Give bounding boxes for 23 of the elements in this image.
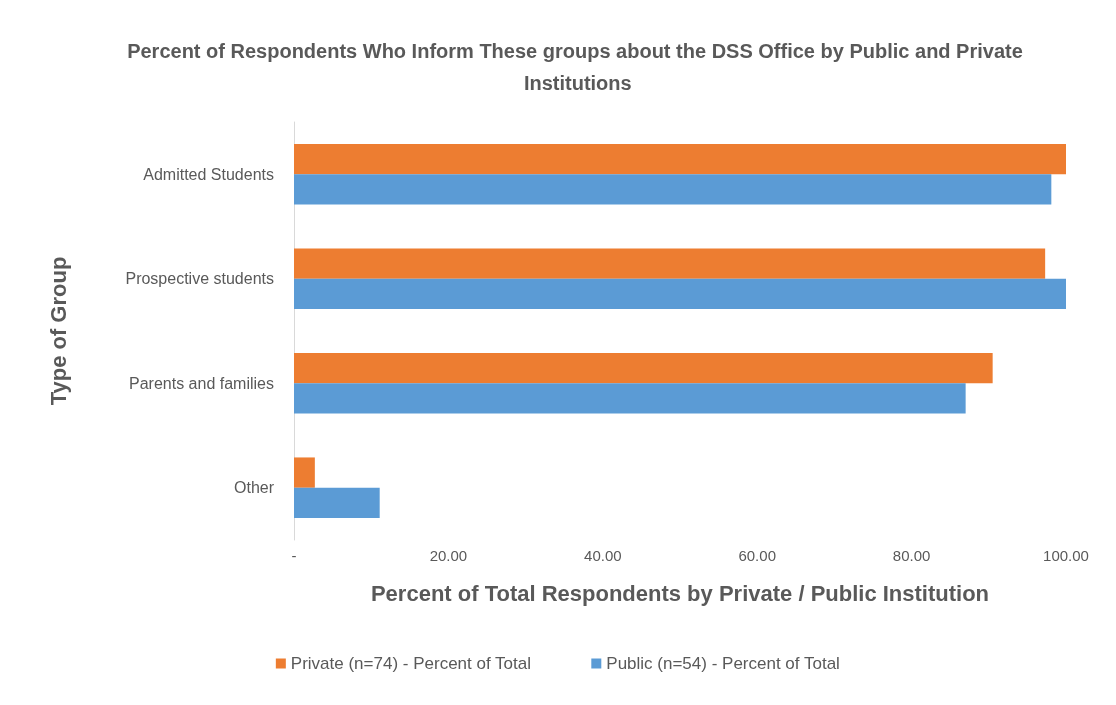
x-tick-label: 100.00	[1043, 547, 1089, 564]
y-axis-title: Type of Group	[45, 256, 71, 406]
x-tick-label: 40.00	[584, 547, 622, 564]
bar	[294, 352, 993, 384]
x-tick-label: 60.00	[738, 547, 776, 564]
bar	[294, 248, 1046, 279]
x-axis-title: Percent of Total Respondents by Private / Public Institution	[370, 580, 990, 606]
x-tick-label: -	[291, 547, 297, 564]
x-tick-label: 20.00	[429, 547, 468, 564]
chart-title: Percent of Respondents Who Inform These groups about the DSS Office by Public and Private Institutions	[127, 40, 1023, 94]
bar	[294, 174, 1052, 205]
legend-label: Private (n=74) - Percent of Total	[290, 654, 531, 673]
y-tick-label: Prospective students	[125, 270, 274, 288]
y-tick-label: Other	[233, 479, 275, 497]
bar	[294, 143, 1066, 175]
y-tick-label: Admitted Students	[143, 165, 274, 183]
y-tick-label: Parents and families	[129, 374, 274, 392]
x-tick-label: 80.00	[892, 547, 931, 564]
bar	[294, 457, 315, 488]
bar	[294, 278, 1066, 310]
legend-label: Public (n=54) - Percent of Total	[606, 654, 840, 673]
bar	[294, 487, 380, 519]
bar	[294, 383, 966, 414]
